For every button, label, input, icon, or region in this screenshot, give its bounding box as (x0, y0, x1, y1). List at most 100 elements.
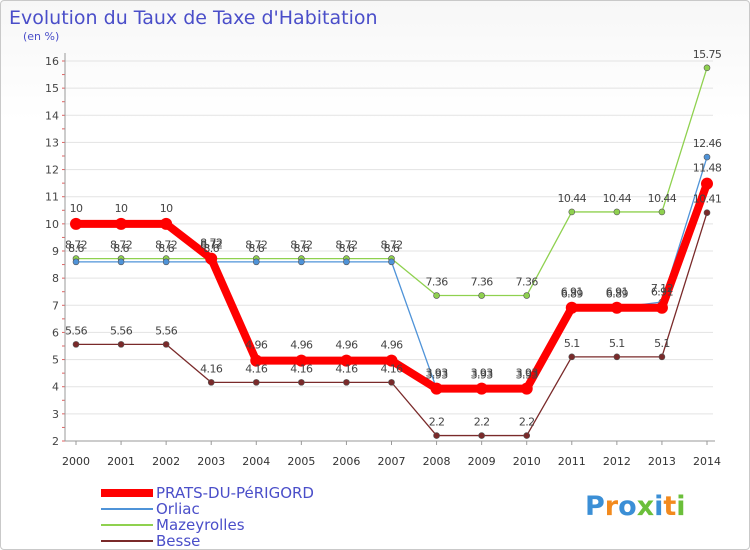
data-label: 8.72 (290, 239, 312, 252)
x-tick-label: 2002 (152, 455, 180, 468)
data-label: 10.44 (603, 192, 632, 205)
data-point-main (385, 354, 398, 367)
data-label: 4.16 (245, 362, 268, 375)
legend-swatch (101, 524, 153, 526)
data-point-1 (343, 258, 350, 266)
y-tick-label: 7 (52, 299, 59, 312)
legend-swatch (101, 540, 153, 542)
data-label: 6.91 (651, 286, 673, 299)
data-label: 12.46 (693, 137, 722, 150)
data-point-3 (343, 379, 350, 386)
grid-lines (65, 60, 713, 442)
data-point-2 (658, 208, 666, 216)
legend-item: Besse (101, 533, 314, 549)
data-label: 6.89 (606, 288, 629, 301)
y-tick-label: 3 (52, 408, 59, 421)
y-tick-label: 6 (52, 326, 59, 339)
data-point-main (701, 177, 713, 190)
data-point-2 (478, 292, 485, 299)
data-point-main (475, 382, 488, 395)
data-point-1 (72, 258, 80, 266)
x-tick-label: 2005 (287, 455, 315, 468)
y-tick-label: 8 (52, 272, 59, 285)
data-label: 4.96 (290, 339, 313, 352)
y-tick-label: 2 (52, 435, 59, 448)
legend-label: Besse (156, 532, 201, 550)
data-label: 7.36 (471, 276, 494, 289)
data-point-main (565, 301, 578, 314)
logo-letter: i (676, 491, 686, 522)
data-label: 4.16 (380, 362, 403, 375)
data-label: 8.6 (113, 242, 129, 255)
data-point-2 (523, 292, 531, 299)
data-point-3 (658, 353, 666, 361)
data-label: 15.75 (693, 48, 722, 61)
data-label: 4.16 (200, 362, 223, 375)
logo-letter: r (604, 491, 619, 522)
data-point-1 (298, 258, 305, 266)
logo-letter: P (585, 491, 605, 522)
x-tick-label: 2001 (107, 455, 135, 468)
data-label: 4.96 (335, 339, 358, 352)
y-tick-label: 14 (45, 109, 59, 122)
data-label: 5.56 (110, 324, 133, 337)
series-layer (70, 64, 713, 439)
x-tick-label: 2007 (378, 455, 406, 468)
data-point-1 (252, 258, 260, 266)
data-point-2 (433, 292, 440, 299)
chart-unit-label: (en %) (23, 30, 60, 43)
data-label: 3.93 (426, 369, 449, 382)
x-tick-label: 2003 (197, 455, 225, 468)
logo-letter: o (618, 491, 637, 522)
x-tick-label: 2011 (558, 455, 586, 468)
data-point-2 (568, 208, 576, 216)
data-point-main (205, 252, 218, 265)
data-label: 8.6 (203, 242, 219, 255)
data-labels-layer: 10 10 10 8.72 4.96 4.96 4.96 4.96 3.93 3.93 3.93 6.… (65, 48, 722, 429)
data-label: 5.1 (654, 337, 670, 350)
data-label: 4.16 (335, 362, 358, 375)
axes: 2 3 4 5 6 7 8 9 10 11 12 13 14 15 16 2000 2001 2002 2003 20… (45, 53, 721, 468)
y-tick-label: 11 (45, 191, 59, 204)
data-point-3 (117, 341, 125, 348)
data-label: 10 (115, 202, 128, 215)
y-tick-label: 16 (45, 55, 59, 68)
data-label: 10.44 (558, 192, 587, 205)
x-tick-label: 2013 (648, 455, 676, 468)
data-label: 6.89 (561, 288, 584, 301)
x-tick-label: 2009 (468, 455, 496, 468)
data-label: 8.6 (384, 242, 400, 255)
data-label: 3.93 (426, 367, 449, 380)
data-label: 8.6 (158, 242, 174, 255)
data-point-3 (162, 341, 170, 348)
logo-letter: i (654, 491, 664, 522)
data-label: 3.93 (516, 369, 539, 382)
data-label: 8.72 (65, 239, 87, 252)
data-point-1 (388, 258, 395, 266)
data-label: 8.72 (200, 239, 222, 252)
legend-item: Mazeyrolles (101, 517, 314, 533)
chart-legend: PRATS-DU-PéRIGORD Orliac Mazeyrolles Besse (101, 485, 314, 549)
data-point-3 (703, 209, 711, 217)
x-tick-label: 2012 (603, 455, 631, 468)
data-label: 7.12 (651, 282, 673, 295)
legend-label: Mazeyrolles (156, 516, 245, 534)
x-tick-label: 2010 (513, 455, 541, 468)
data-label: 8.6 (294, 242, 310, 255)
y-tick-label: 15 (45, 82, 59, 95)
y-tick-label: 5 (52, 354, 59, 367)
data-label: 10.44 (648, 192, 677, 205)
data-point-main (430, 382, 443, 395)
data-point-3 (478, 432, 485, 439)
data-label: 5.1 (564, 337, 580, 350)
data-label: 4.96 (245, 339, 268, 352)
legend-item: PRATS-DU-PéRIGORD (101, 485, 314, 501)
data-point-main (610, 301, 623, 314)
data-point-main (115, 217, 128, 230)
data-point-3 (72, 341, 80, 348)
data-label: 8.6 (68, 242, 84, 255)
data-label: 5.56 (155, 324, 178, 337)
x-tick-label: 2000 (62, 455, 90, 468)
y-tick-label: 9 (52, 245, 59, 258)
